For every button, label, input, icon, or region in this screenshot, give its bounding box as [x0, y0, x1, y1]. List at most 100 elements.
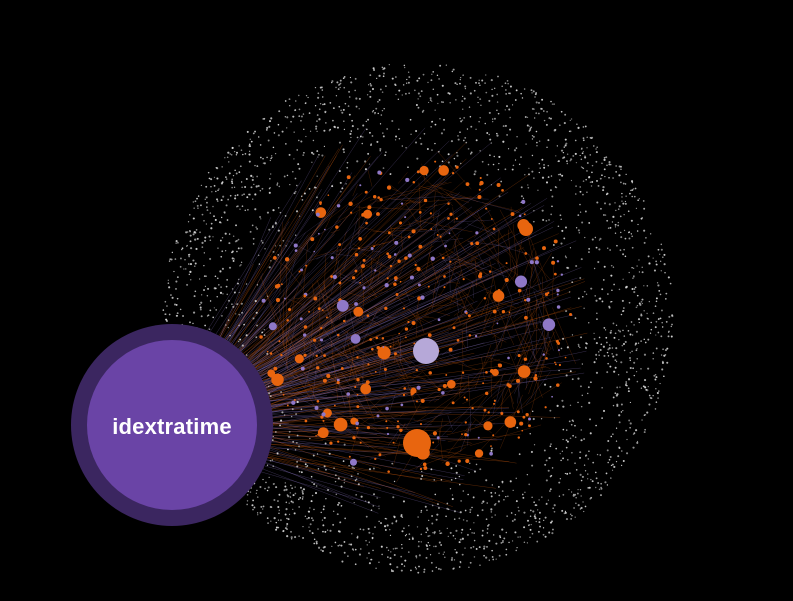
node [612, 404, 615, 407]
node [537, 101, 541, 104]
node [555, 447, 558, 450]
node [471, 506, 473, 509]
node [504, 124, 507, 127]
major-node-orange-bottom[interactable] [403, 429, 431, 457]
node [659, 293, 662, 296]
node [589, 181, 592, 183]
node [333, 404, 336, 407]
node [408, 92, 411, 95]
node [315, 125, 318, 128]
edge [320, 343, 323, 355]
node [650, 321, 652, 324]
major-node-orange-top[interactable] [519, 222, 533, 236]
node [238, 291, 240, 294]
node [620, 231, 622, 234]
edge [347, 401, 363, 405]
node [629, 366, 632, 370]
node [506, 134, 508, 136]
node [546, 502, 548, 504]
node [323, 354, 326, 357]
node [162, 309, 165, 311]
node [608, 163, 611, 166]
node [564, 144, 567, 147]
node [529, 433, 531, 435]
hub-node[interactable] [87, 340, 257, 510]
node [355, 97, 358, 100]
node [356, 356, 359, 359]
node [249, 138, 251, 140]
node [516, 547, 518, 549]
node [618, 421, 621, 424]
node [534, 117, 536, 119]
edge [288, 374, 323, 392]
node [435, 566, 438, 569]
node [459, 82, 461, 85]
edge [282, 301, 306, 340]
node [419, 422, 423, 426]
node [307, 96, 309, 99]
edge [446, 180, 465, 197]
node [267, 369, 276, 378]
node [479, 468, 482, 471]
node [457, 459, 461, 463]
edge [290, 333, 327, 369]
node [201, 213, 204, 216]
node [520, 186, 523, 189]
edge [433, 192, 436, 220]
edge [438, 418, 443, 444]
node [415, 130, 418, 133]
node [655, 320, 658, 323]
node [416, 526, 419, 528]
edge [508, 311, 528, 361]
node [185, 268, 187, 270]
node [411, 320, 416, 326]
node [307, 510, 310, 513]
node [272, 250, 275, 253]
node [529, 509, 532, 512]
node [393, 553, 396, 557]
node [194, 238, 197, 241]
node [360, 383, 372, 395]
node [566, 459, 569, 461]
edge [325, 406, 369, 449]
node [629, 426, 631, 429]
edge [517, 383, 523, 414]
node [399, 428, 403, 433]
node [516, 378, 521, 383]
node [667, 335, 670, 338]
node [531, 170, 534, 173]
node [588, 450, 590, 452]
node [242, 153, 244, 156]
node [175, 242, 177, 244]
node [470, 153, 472, 155]
node [297, 139, 300, 142]
node [626, 438, 628, 441]
node [615, 171, 618, 173]
node [385, 85, 387, 87]
node [655, 260, 658, 263]
node [193, 265, 196, 267]
node [363, 209, 373, 219]
node [590, 287, 593, 290]
node [392, 548, 395, 550]
node [607, 461, 609, 464]
node [359, 281, 361, 284]
node [553, 504, 556, 507]
node [606, 371, 609, 374]
edge [304, 346, 316, 387]
node [431, 149, 433, 151]
edge [439, 253, 480, 267]
node [631, 235, 634, 238]
edge [466, 323, 468, 348]
node [645, 388, 648, 391]
node [636, 294, 639, 297]
node [432, 531, 434, 534]
node [623, 349, 626, 352]
node [267, 385, 270, 388]
node [290, 530, 292, 533]
node [218, 284, 220, 286]
node [197, 195, 200, 197]
node [298, 470, 301, 473]
major-node-purple-center[interactable] [413, 338, 439, 364]
edge [540, 364, 551, 369]
